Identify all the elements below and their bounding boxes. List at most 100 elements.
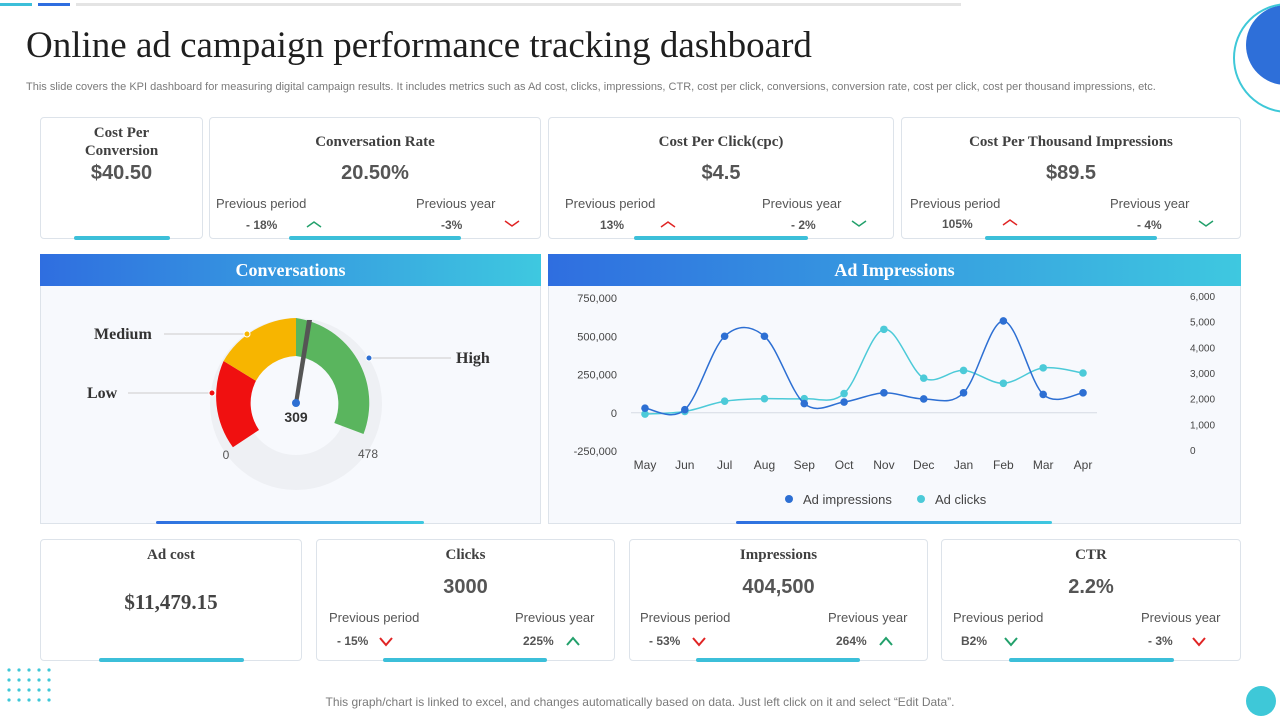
kpi-value: 20.50% xyxy=(341,162,409,184)
previous-period-value: B2% xyxy=(961,634,988,648)
x-axis-tick: Oct xyxy=(835,458,854,472)
data-point-clicks xyxy=(999,379,1008,388)
x-axis-tick: Jan xyxy=(954,458,973,472)
kpi-value: $4.5 xyxy=(701,162,741,184)
corner-dot-decoration xyxy=(1246,686,1276,716)
previous-period-label: Previous period xyxy=(640,610,731,625)
kpi-title: Cost Per Click(cpc) xyxy=(658,134,784,150)
data-point-impressions xyxy=(840,398,848,406)
ad-impressions-chart: 750,000 500,000 250,000 0 -250,000 6,000 5,00… xyxy=(574,292,1216,507)
data-point-impressions xyxy=(1079,389,1087,397)
accent-underline xyxy=(99,658,244,662)
y-axis-left-tick: 500,000 xyxy=(577,331,617,343)
page-title: Online ad campaign performance tracking … xyxy=(26,25,812,66)
accent-underline xyxy=(985,236,1157,240)
gauge-chart: 309 0 478 Medium Low High xyxy=(87,318,490,490)
trend-up-icon xyxy=(1004,637,1018,647)
previous-period-label: Previous period xyxy=(910,196,1001,211)
conversations-header: Conversations xyxy=(40,254,541,286)
kpi-value: $11,479.15 xyxy=(124,590,218,614)
y-axis-left-tick: 0 xyxy=(611,408,617,420)
data-point-clicks xyxy=(959,366,968,375)
accent-underline xyxy=(696,658,860,662)
kpi-card-clicks[interactable]: Clicks 3000 Previous period Previous yea… xyxy=(316,539,615,662)
y-axis-right-tick: 0 xyxy=(1190,446,1196,457)
previous-period-label: Previous period xyxy=(565,196,656,211)
data-point-impressions xyxy=(999,317,1008,325)
gauge-value: 309 xyxy=(284,409,308,425)
x-axis-tick: Dec xyxy=(913,458,934,472)
data-point-clicks xyxy=(1039,364,1047,372)
kpi-card-conversation-rate[interactable]: Conversation Rate 20.50% Previous period… xyxy=(209,117,541,240)
y-axis-right-tick: 5,000 xyxy=(1190,318,1215,329)
accent-underline xyxy=(634,236,808,240)
x-axis-tick: Nov xyxy=(873,458,894,472)
kpi-card-cost-per-click[interactable]: Cost Per Click(cpc) $4.5 Previous period… xyxy=(548,117,894,240)
gauge-needle xyxy=(294,320,312,404)
x-axis-tick: Sep xyxy=(794,458,816,472)
data-point-impressions xyxy=(919,395,928,403)
previous-year-label: Previous year xyxy=(1141,610,1221,625)
previous-year-value: -3% xyxy=(441,218,463,232)
y-axis-right-tick: 3,000 xyxy=(1190,369,1215,380)
data-point-impressions xyxy=(959,389,968,397)
gauge-segment-medium xyxy=(223,318,296,381)
previous-period-label: Previous period xyxy=(329,610,420,625)
gauge-segment-high xyxy=(296,318,370,434)
kpi-title: CTR xyxy=(1075,547,1107,563)
kpi-card-cost-per-thousand[interactable]: Cost Per Thousand Impressions $89.5 Prev… xyxy=(901,117,1241,240)
data-point-impressions xyxy=(800,399,809,408)
gauge-min-label: 0 xyxy=(223,448,230,462)
kpi-card-impressions[interactable]: Impressions 404,500 Previous period Prev… xyxy=(629,539,928,662)
kpi-title: Clicks xyxy=(445,547,486,563)
data-point-clicks xyxy=(641,410,649,418)
trend-up-icon xyxy=(306,221,322,228)
previous-year-label: Previous year xyxy=(1110,196,1190,211)
trend-down-icon xyxy=(660,221,676,228)
data-point-impressions xyxy=(641,404,649,412)
x-axis-tick: Jun xyxy=(675,458,694,472)
previous-period-value: - 15% xyxy=(337,634,369,648)
kpi-value: $40.50 xyxy=(90,162,153,184)
kpi-card-ad-cost[interactable]: Ad cost $11,479.15 xyxy=(40,539,302,662)
previous-period-value: - 18% xyxy=(246,218,278,232)
trend-up-icon xyxy=(1198,220,1214,227)
decor-line xyxy=(0,3,32,6)
kpi-card-cost-per-conversion[interactable]: Cost Per Conversion $40.50 xyxy=(40,117,203,240)
accent-underline xyxy=(1009,658,1174,662)
accent-underline xyxy=(383,658,547,662)
previous-year-value: - 2% xyxy=(791,218,816,232)
trend-down-icon xyxy=(1192,637,1206,647)
data-point-clicks xyxy=(1079,369,1087,377)
kpi-card-ctr[interactable]: CTR 2.2% Previous period Previous year B… xyxy=(941,539,1241,662)
previous-year-label: Previous year xyxy=(828,610,908,625)
previous-year-value: - 3% xyxy=(1148,634,1173,648)
data-point-clicks xyxy=(760,394,769,403)
page-description: This slide covers the KPI dashboard for … xyxy=(26,81,1156,93)
data-point-impressions xyxy=(1039,390,1047,399)
data-point-clicks xyxy=(840,389,848,398)
gauge-max-label: 478 xyxy=(358,447,378,461)
kpi-title: Ad cost xyxy=(147,547,195,563)
x-axis-tick: Apr xyxy=(1074,458,1093,472)
conversations-underline xyxy=(156,521,424,524)
y-axis-right-tick: 6,000 xyxy=(1190,292,1215,303)
previous-year-label: Previous year xyxy=(515,610,595,625)
dot-grid-decoration xyxy=(7,668,51,702)
trend-down-icon xyxy=(1002,219,1018,226)
data-point-clicks xyxy=(880,325,888,334)
series-line-clicks xyxy=(644,328,1084,415)
callout-dot-high xyxy=(365,354,373,362)
trend-up-icon xyxy=(851,220,867,227)
footer-note: This graph/chart is linked to excel, and… xyxy=(325,695,955,709)
y-axis-left-tick: 750,000 xyxy=(577,293,617,305)
decor-line xyxy=(76,3,961,6)
legend-marker-clicks xyxy=(917,495,925,503)
gauge-needle-pivot xyxy=(292,399,300,407)
trend-down-icon xyxy=(379,637,393,647)
series-line-impressions xyxy=(644,320,1084,416)
trend-down-icon xyxy=(504,220,520,227)
gauge-label-medium: Medium xyxy=(94,326,152,343)
trend-down-icon xyxy=(692,637,706,647)
ad-impressions-header: Ad Impressions xyxy=(548,254,1241,286)
